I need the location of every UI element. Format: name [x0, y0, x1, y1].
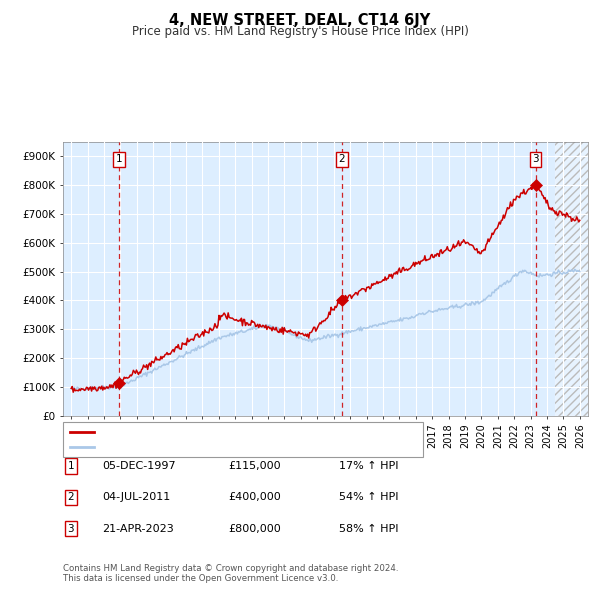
Text: 04-JUL-2011: 04-JUL-2011 [102, 493, 170, 502]
Text: 21-APR-2023: 21-APR-2023 [102, 524, 174, 533]
Text: 17% ↑ HPI: 17% ↑ HPI [339, 461, 398, 471]
Text: 05-DEC-1997: 05-DEC-1997 [102, 461, 176, 471]
Text: 4, NEW STREET, DEAL, CT14 6JY: 4, NEW STREET, DEAL, CT14 6JY [169, 13, 431, 28]
Text: Price paid vs. HM Land Registry's House Price Index (HPI): Price paid vs. HM Land Registry's House … [131, 25, 469, 38]
Bar [555, 142, 588, 416]
Bar [555, 142, 588, 416]
Text: 1: 1 [67, 461, 74, 471]
Text: HPI: Average price, detached house, Dover: HPI: Average price, detached house, Dove… [98, 442, 322, 453]
Text: 4, NEW STREET, DEAL, CT14 6JY (detached house): 4, NEW STREET, DEAL, CT14 6JY (detached … [98, 427, 359, 437]
Text: £800,000: £800,000 [228, 524, 281, 533]
Text: 3: 3 [67, 524, 74, 533]
Text: 58% ↑ HPI: 58% ↑ HPI [339, 524, 398, 533]
Text: £400,000: £400,000 [228, 493, 281, 502]
Text: 1: 1 [116, 155, 122, 165]
Text: Contains HM Land Registry data © Crown copyright and database right 2024.
This d: Contains HM Land Registry data © Crown c… [63, 563, 398, 583]
Text: £115,000: £115,000 [228, 461, 281, 471]
Text: 54% ↑ HPI: 54% ↑ HPI [339, 493, 398, 502]
Text: 2: 2 [338, 155, 345, 165]
Text: 3: 3 [532, 155, 539, 165]
Text: 2: 2 [67, 493, 74, 502]
